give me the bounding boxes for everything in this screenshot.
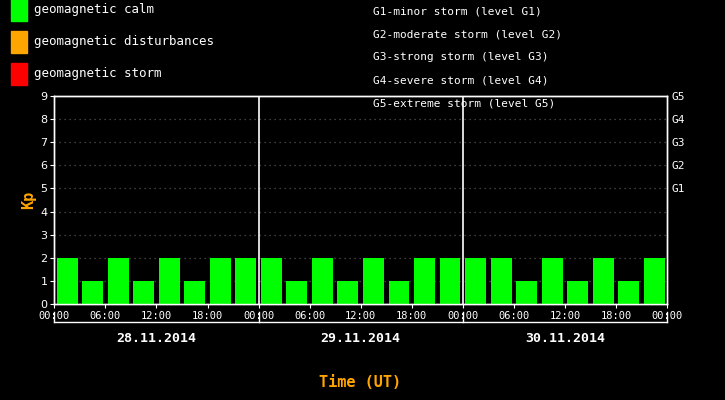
- Text: 30.11.2014: 30.11.2014: [525, 332, 605, 344]
- Bar: [337, 281, 358, 304]
- Bar: [286, 281, 307, 304]
- Bar: [82, 281, 103, 304]
- Bar: [414, 258, 435, 304]
- Text: 28.11.2014: 28.11.2014: [117, 332, 196, 344]
- Bar: [363, 258, 384, 304]
- Bar: [389, 281, 410, 304]
- Text: Time (UT): Time (UT): [319, 375, 402, 390]
- Text: G5-extreme storm (level G5): G5-extreme storm (level G5): [373, 99, 555, 109]
- Bar: [133, 281, 154, 304]
- Bar: [57, 258, 78, 304]
- Bar: [261, 258, 282, 304]
- Bar: [108, 258, 128, 304]
- Text: geomagnetic calm: geomagnetic calm: [34, 4, 154, 16]
- Bar: [644, 258, 665, 304]
- Text: geomagnetic disturbances: geomagnetic disturbances: [34, 36, 214, 48]
- Bar: [236, 258, 256, 304]
- Bar: [210, 258, 231, 304]
- Bar: [439, 258, 460, 304]
- Text: G2-moderate storm (level G2): G2-moderate storm (level G2): [373, 29, 563, 39]
- Y-axis label: Kp: Kp: [21, 191, 36, 209]
- Bar: [567, 281, 588, 304]
- Text: G1-minor storm (level G1): G1-minor storm (level G1): [373, 6, 542, 16]
- Bar: [542, 258, 563, 304]
- Text: 29.11.2014: 29.11.2014: [320, 332, 401, 344]
- Text: geomagnetic storm: geomagnetic storm: [34, 68, 162, 80]
- Bar: [184, 281, 205, 304]
- Bar: [491, 258, 512, 304]
- Bar: [312, 258, 333, 304]
- Text: G3-strong storm (level G3): G3-strong storm (level G3): [373, 52, 549, 62]
- Bar: [465, 258, 486, 304]
- Bar: [516, 281, 537, 304]
- Bar: [593, 258, 613, 304]
- Bar: [159, 258, 180, 304]
- Bar: [618, 281, 639, 304]
- Text: G4-severe storm (level G4): G4-severe storm (level G4): [373, 76, 549, 86]
